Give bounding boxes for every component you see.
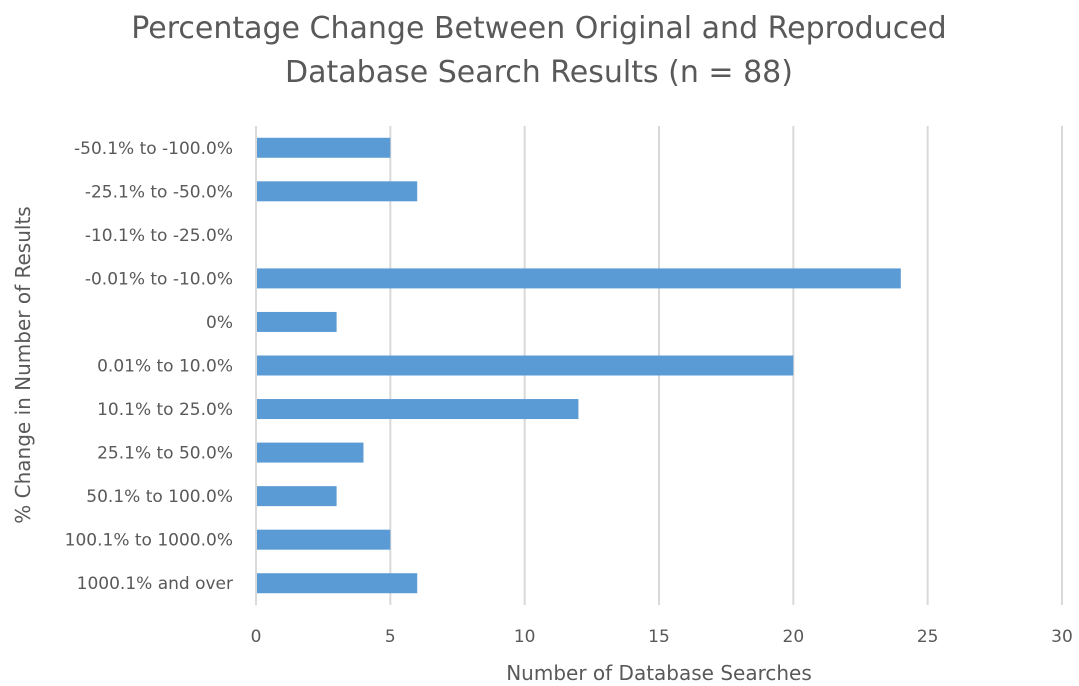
- y-tick-label: 1000.1% and over: [77, 574, 233, 594]
- bar: [257, 181, 418, 202]
- x-tick-label: 0: [251, 627, 262, 647]
- x-tick-label: 20: [783, 627, 805, 647]
- bar: [257, 137, 391, 158]
- x-axis-tick-labels: 0 5 10 15 20 25 30: [251, 627, 1073, 647]
- y-tick-label: -10.1% to -25.0%: [85, 226, 233, 246]
- chart-title-line-2: Database Search Results (n = 88): [285, 55, 793, 90]
- y-axis-title: % Change in Number of Results: [11, 206, 35, 523]
- bar: [257, 442, 364, 463]
- x-tick-label: 5: [385, 627, 396, 647]
- y-tick-label: -25.1% to -50.0%: [85, 182, 233, 202]
- y-axis-tick-labels: -50.1% to -100.0% -25.1% to -50.0% -10.1% …: [65, 139, 233, 594]
- bar: [257, 311, 337, 332]
- bar: [257, 486, 337, 507]
- y-tick-label: 25.1% to 50.0%: [97, 444, 233, 464]
- chart-title: Percentage Change Between Original and R…: [131, 11, 946, 90]
- bar: [257, 355, 794, 376]
- x-tick-label: 25: [917, 627, 939, 647]
- bar: [257, 529, 391, 550]
- y-tick-label: -50.1% to -100.0%: [74, 139, 233, 159]
- x-tick-label: 30: [1051, 627, 1073, 647]
- x-tick-label: 10: [514, 627, 536, 647]
- x-axis-title: Number of Database Searches: [506, 661, 812, 685]
- bar: [257, 399, 579, 420]
- y-tick-label: 10.1% to 25.0%: [97, 400, 233, 420]
- x-tick-label: 15: [648, 627, 670, 647]
- bar: [257, 268, 901, 289]
- bar: [257, 573, 418, 594]
- y-tick-label: 0.01% to 10.0%: [97, 357, 233, 377]
- y-tick-label: 100.1% to 1000.0%: [65, 531, 233, 551]
- y-tick-label: 50.1% to 100.0%: [86, 487, 233, 507]
- chart-title-line-1: Percentage Change Between Original and R…: [131, 11, 946, 46]
- y-tick-label: 0%: [206, 313, 233, 333]
- y-tick-label: -0.01% to -10.0%: [85, 269, 233, 289]
- bars: [257, 137, 901, 594]
